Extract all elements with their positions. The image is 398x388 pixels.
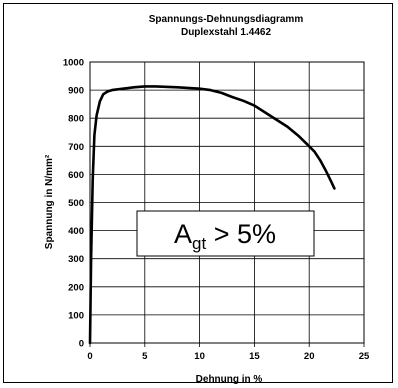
- y-tick-label: 600: [68, 170, 84, 181]
- y-tick-label: 1000: [63, 58, 84, 69]
- x-tick-label: 20: [304, 351, 315, 362]
- x-tick-label: 5: [142, 351, 148, 362]
- chart-frame: [3, 3, 393, 383]
- y-axis-label: Spannung in N/mm²: [44, 154, 55, 249]
- annotation-text: Agt > 5%: [174, 219, 276, 253]
- y-tick-label: 500: [68, 198, 84, 209]
- plot-area: [89, 61, 365, 344]
- y-tick-label: 100: [68, 310, 84, 321]
- y-tick-label: 700: [68, 142, 84, 153]
- x-tick-label: 10: [194, 351, 205, 362]
- y-tick-label: 200: [68, 282, 84, 293]
- y-tick-labels: 0 100 200 300 400 500 600 700 800 900 1000: [63, 58, 84, 350]
- chart-subtitle: Duplexstahl 1.4462: [181, 27, 271, 38]
- x-axis-label: Dehnung in %: [196, 374, 263, 385]
- chart-title: Spannungs-Dehnungsdiagramm: [149, 14, 304, 25]
- annotation-box: Agt > 5%: [136, 210, 315, 257]
- y-tick-label: 0: [79, 339, 84, 350]
- x-tick-labels: 0 5 10 15 20 25: [87, 351, 370, 362]
- stress-strain-curve: [88, 85, 336, 345]
- y-tick-label: 300: [68, 254, 84, 265]
- y-tick-label: 800: [68, 114, 84, 125]
- y-tick-label: 400: [68, 226, 84, 237]
- x-tick-label: 25: [359, 351, 370, 362]
- x-tick-label: 15: [249, 351, 260, 362]
- x-tick-label: 0: [87, 351, 92, 362]
- grid-lines: [89, 61, 365, 347]
- y-tick-label: 900: [68, 86, 84, 97]
